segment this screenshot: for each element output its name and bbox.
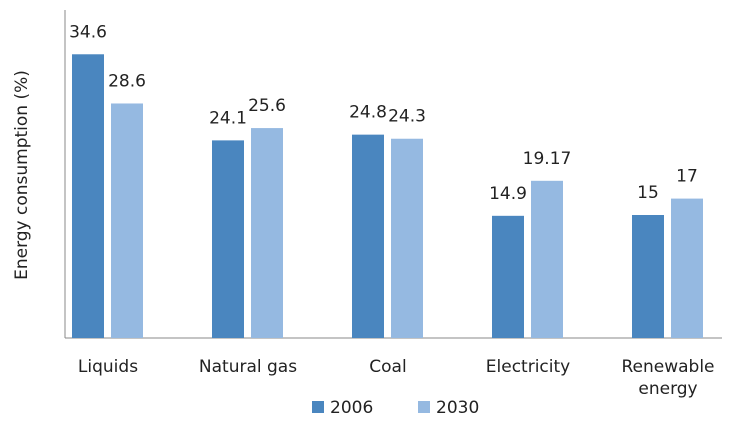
legend-swatch (418, 401, 430, 413)
data-label: 28.6 (108, 71, 146, 91)
data-label: 14.9 (489, 184, 527, 204)
bar (531, 180, 563, 338)
bar (212, 140, 244, 338)
legend-swatch (312, 401, 324, 413)
bar (391, 138, 423, 338)
x-tick-label: Electricity (485, 357, 571, 377)
bar (352, 134, 384, 338)
x-tick-label: Liquids (77, 357, 139, 377)
data-label: 17 (676, 167, 698, 187)
x-tick-label: Natural gas (198, 357, 298, 377)
bar (111, 103, 143, 338)
legend-label: 2006 (330, 398, 373, 418)
bar (492, 215, 524, 338)
bar (671, 198, 703, 338)
bar (72, 54, 104, 338)
x-tick-label: Coal (369, 357, 407, 377)
data-label: 15 (637, 183, 659, 203)
data-label: 34.6 (69, 22, 107, 42)
data-label: 24.8 (349, 103, 387, 123)
bar (251, 128, 283, 338)
data-label: 24.3 (388, 107, 426, 127)
x-tick-label: Renewable energy (621, 357, 715, 399)
data-label: 24.1 (209, 108, 247, 128)
y-axis-label: Energy consumption (%) (12, 70, 32, 280)
legend-label: 2030 (436, 398, 479, 418)
data-label: 25.6 (248, 96, 286, 116)
data-label: 19.17 (523, 149, 572, 169)
bar (632, 215, 664, 338)
